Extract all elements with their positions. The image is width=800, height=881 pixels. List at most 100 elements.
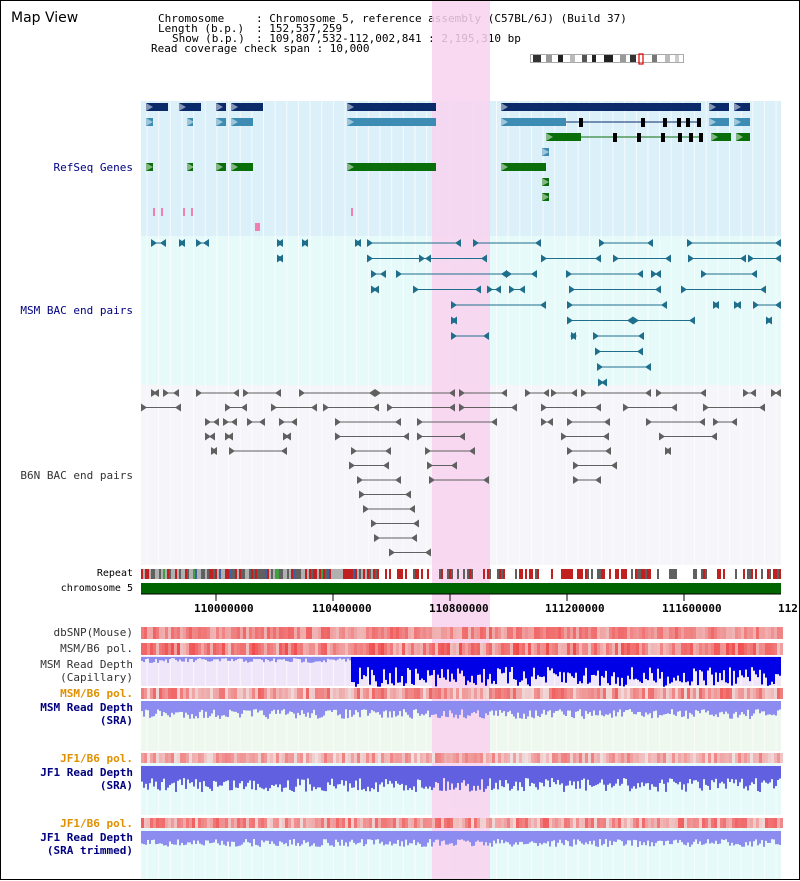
jf1-pol-heat-cell	[603, 818, 606, 828]
msm-sra-depth-bar	[761, 701, 763, 712]
jf1-pol-heat-cell	[480, 818, 483, 828]
msm-capillary-depth-bar	[403, 657, 405, 686]
bac-end	[375, 389, 381, 397]
jf1-sra-depth-bar	[601, 766, 603, 780]
jf1-pol-heat-cell	[729, 753, 732, 763]
msm-capillary-depth-bar	[723, 657, 725, 671]
refseq-genes-label[interactable]: RefSeq Genes	[53, 161, 133, 174]
msm-capillary-depth-bar	[721, 657, 723, 681]
msm-sra-depth-bar	[401, 701, 403, 717]
msm-pol-heat-cell	[417, 643, 420, 655]
msm-sra-depth-bar	[511, 701, 513, 715]
repeat-element	[693, 569, 695, 579]
msm-pol-heat-cell	[285, 643, 288, 655]
jf1-pol-heat-cell	[255, 818, 258, 828]
msm-pol-heat-cell	[522, 688, 525, 699]
jf1-sra-depth-bar	[241, 766, 243, 782]
jf1-pol-heat-cell	[468, 753, 471, 763]
jf1-sra-depth-bar	[629, 766, 631, 792]
repeat-element	[267, 569, 269, 579]
msm-capillary-depth-bar	[283, 657, 285, 660]
bac-end	[481, 254, 487, 263]
jf1-pol-heat-cell	[264, 818, 267, 828]
jf1-pol-heat-cell	[378, 818, 381, 828]
msm-capillary-depth-bar	[277, 657, 279, 660]
jf1-trim-depth-bar	[681, 831, 683, 843]
jf1-sra-depth-bar	[701, 766, 703, 791]
msm-capillary-depth-bar	[493, 657, 495, 681]
msm-capillary-depth-bar	[601, 657, 603, 677]
msm-sra-depth-bar	[505, 701, 507, 717]
dbsnp-heat-cell	[432, 627, 435, 639]
refseq-gene	[231, 163, 253, 171]
bac-end	[509, 285, 515, 294]
msm-capillary-depth-bar	[695, 657, 697, 672]
chromosome-ideogram[interactable]	[530, 53, 686, 65]
jf1-pol-heat-cell	[306, 818, 309, 828]
msm-sra-depth-bar	[743, 701, 745, 715]
bac-end	[413, 519, 419, 528]
dbsnp-heat-cell	[585, 627, 588, 639]
msm-capillary-depth-bar	[351, 657, 353, 682]
dbsnp-heat-cell	[441, 627, 444, 639]
msm-pol-heat-cell	[447, 688, 450, 699]
jf1-pol-heat-cell	[195, 818, 198, 828]
dbsnp-heat-cell	[147, 627, 150, 639]
jf1-trim-depth-bar	[259, 831, 261, 847]
bac-end	[551, 389, 557, 397]
jf1-trim-depth-bar	[697, 831, 699, 844]
bac-end	[151, 239, 157, 247]
msm-capillary-depth-bar	[749, 657, 751, 682]
dbsnp-heat-cell	[699, 627, 702, 639]
jf1-sra-depth-bar	[363, 766, 365, 789]
dbsnp-heat-cell	[414, 627, 417, 639]
msm-sra-depth-bar	[379, 701, 381, 715]
msm-pol-heat-cell	[360, 643, 363, 655]
dbsnp-heat-cell	[198, 627, 201, 639]
msm-capillary-depth-bar	[529, 657, 531, 687]
repeat-element	[377, 569, 379, 579]
jf1-trim-depth-bar	[239, 831, 241, 846]
jf1-sra-depth-bar	[613, 766, 615, 786]
b6n-bac-label[interactable]: B6N BAC end pairs	[20, 469, 133, 482]
jf1-pol-heat-cell	[351, 818, 354, 828]
jf1-trim-depth-bar	[723, 831, 725, 841]
msm-pol-heat-cell	[564, 688, 567, 699]
jf1-trim-depth-bar	[603, 831, 605, 844]
msm-capillary-depth-bar	[463, 657, 465, 677]
jf1-pol-heat-cell	[201, 818, 204, 828]
jf1-sra-depth-bar	[379, 766, 381, 785]
msm-pol-heat-cell	[456, 688, 459, 699]
repeat-element	[415, 569, 417, 579]
msm-sra-depth-bar	[679, 701, 681, 711]
msm-pol-heat-cell	[351, 688, 354, 699]
jf1-pol-heat-cell	[525, 818, 528, 828]
msm-pol-heat-cell	[258, 643, 261, 655]
msm-sra-depth-bar	[691, 701, 693, 715]
jf1-pol-heat-cell	[468, 818, 471, 828]
jf1-trim-depth-bar	[277, 831, 279, 846]
msm-capillary-depth-bar	[213, 657, 215, 660]
msm-sra-depth-bar	[723, 701, 725, 715]
jf1-sra-depth-bar	[489, 766, 491, 779]
jf1-trim-depth-bar	[467, 831, 469, 841]
jf1-pol-heat-cell	[654, 753, 657, 763]
jf1-pol-heat-cell	[309, 818, 312, 828]
bac-end	[459, 432, 465, 441]
msm-pol-heat-cell	[372, 688, 375, 699]
jf1-trim-depth-bar	[367, 831, 369, 840]
msm-pol-heat-cell	[531, 688, 534, 699]
msm-bac-label[interactable]: MSM BAC end pairs	[20, 304, 133, 317]
jf1-sra-depth-bar	[427, 766, 429, 789]
jf1-pol-heat-cell	[267, 753, 270, 763]
msm-capillary-depth-bar	[615, 657, 617, 684]
jf1-trim-depth-bar	[263, 831, 265, 843]
jf1-pol-heat-cell	[189, 753, 192, 763]
msm-sra-depth-bar	[241, 701, 243, 714]
jf1-trim-depth-bar	[209, 831, 211, 844]
jf1-trim-depth-bar	[173, 831, 175, 845]
msm-pol-heat-cell	[318, 688, 321, 699]
bac-end	[511, 403, 517, 412]
jf1-pol-heat-cell	[549, 753, 552, 763]
